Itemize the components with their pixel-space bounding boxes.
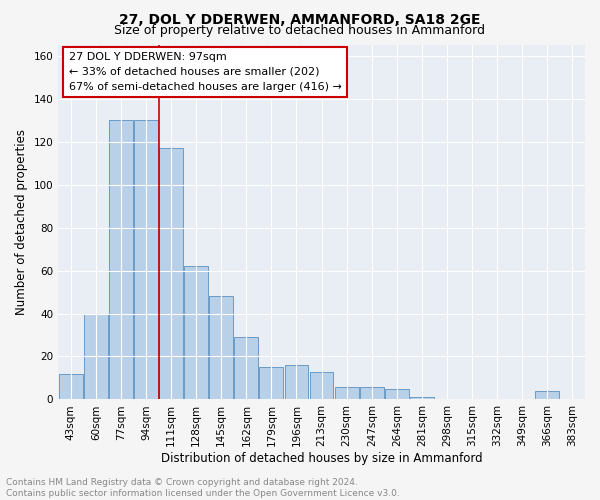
Bar [335, 386, 359, 400]
Text: Size of property relative to detached houses in Ammanford: Size of property relative to detached ho… [115, 24, 485, 37]
X-axis label: Distribution of detached houses by size in Ammanford: Distribution of detached houses by size … [161, 452, 482, 465]
Y-axis label: Number of detached properties: Number of detached properties [15, 129, 28, 315]
Bar [209, 296, 233, 400]
Text: 27 DOL Y DDERWEN: 97sqm
← 33% of detached houses are smaller (202)
67% of semi-d: 27 DOL Y DDERWEN: 97sqm ← 33% of detache… [69, 52, 341, 92]
Bar [410, 398, 434, 400]
Bar [109, 120, 133, 400]
Bar [134, 120, 158, 400]
Text: 27, DOL Y DDERWEN, AMMANFORD, SA18 2GE: 27, DOL Y DDERWEN, AMMANFORD, SA18 2GE [119, 12, 481, 26]
Bar [259, 367, 283, 400]
Bar [84, 314, 108, 400]
Bar [284, 365, 308, 400]
Bar [235, 337, 258, 400]
Bar [385, 388, 409, 400]
Bar [360, 386, 383, 400]
Bar [535, 391, 559, 400]
Bar [59, 374, 83, 400]
Bar [159, 148, 183, 400]
Bar [310, 372, 334, 400]
Text: Contains HM Land Registry data © Crown copyright and database right 2024.
Contai: Contains HM Land Registry data © Crown c… [6, 478, 400, 498]
Bar [184, 266, 208, 400]
